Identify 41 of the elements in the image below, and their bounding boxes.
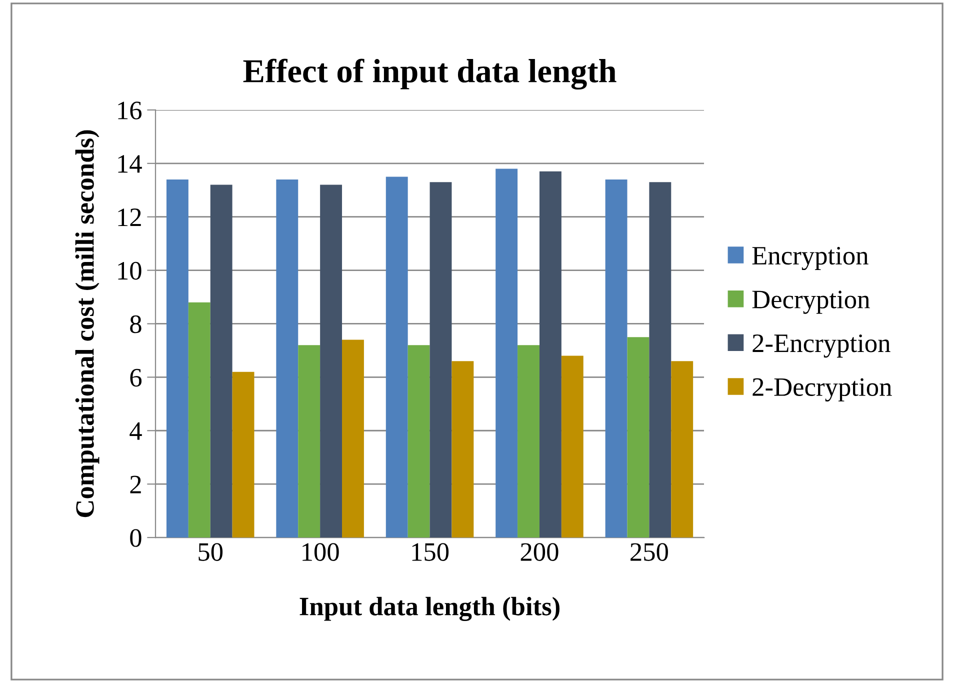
y-tick-label: 0 [130, 529, 142, 547]
y-tick-label: 8 [130, 315, 142, 334]
y-tick-label: 6 [130, 368, 142, 387]
bar [605, 179, 628, 538]
x-tick-label: 200 [520, 543, 558, 561]
bar [386, 176, 408, 538]
bar [342, 340, 364, 538]
bar [430, 182, 452, 538]
y-tick-label: 16 [118, 102, 142, 120]
bar [408, 345, 430, 538]
bar [298, 345, 320, 538]
bar [210, 184, 232, 538]
bar [561, 356, 584, 538]
bar [232, 372, 254, 538]
bar [518, 345, 540, 538]
chart-title: Effect of input data length [243, 58, 616, 90]
x-tick-label: 250 [630, 543, 668, 561]
y-tick-label: 4 [130, 422, 142, 440]
bar [539, 171, 562, 538]
bar [320, 184, 342, 538]
legend-label: Encryption [752, 246, 868, 270]
bar [452, 361, 474, 538]
x-axis-title: Input data length (bits) [300, 596, 560, 622]
legend-label: 2-Decryption [752, 378, 892, 402]
bar [188, 302, 210, 538]
y-tick-label: 2 [130, 476, 141, 494]
x-tick-label: 150 [412, 543, 449, 561]
bar [627, 337, 650, 538]
x-tick-label: 100 [302, 543, 339, 561]
y-tick-label: 14 [118, 155, 142, 173]
legend-label: Decryption [752, 290, 870, 314]
legend-label: 2-Encryption [752, 334, 890, 358]
x-tick-label: 50 [198, 543, 223, 561]
y-tick-label: 12 [118, 208, 141, 226]
bar [671, 361, 694, 538]
bar [166, 179, 188, 538]
y-axis-title: Computational cost (milli seconds) [75, 130, 100, 518]
y-tick-label: 10 [118, 262, 142, 280]
bar [276, 179, 298, 538]
bar [649, 182, 672, 538]
bar [496, 168, 518, 538]
